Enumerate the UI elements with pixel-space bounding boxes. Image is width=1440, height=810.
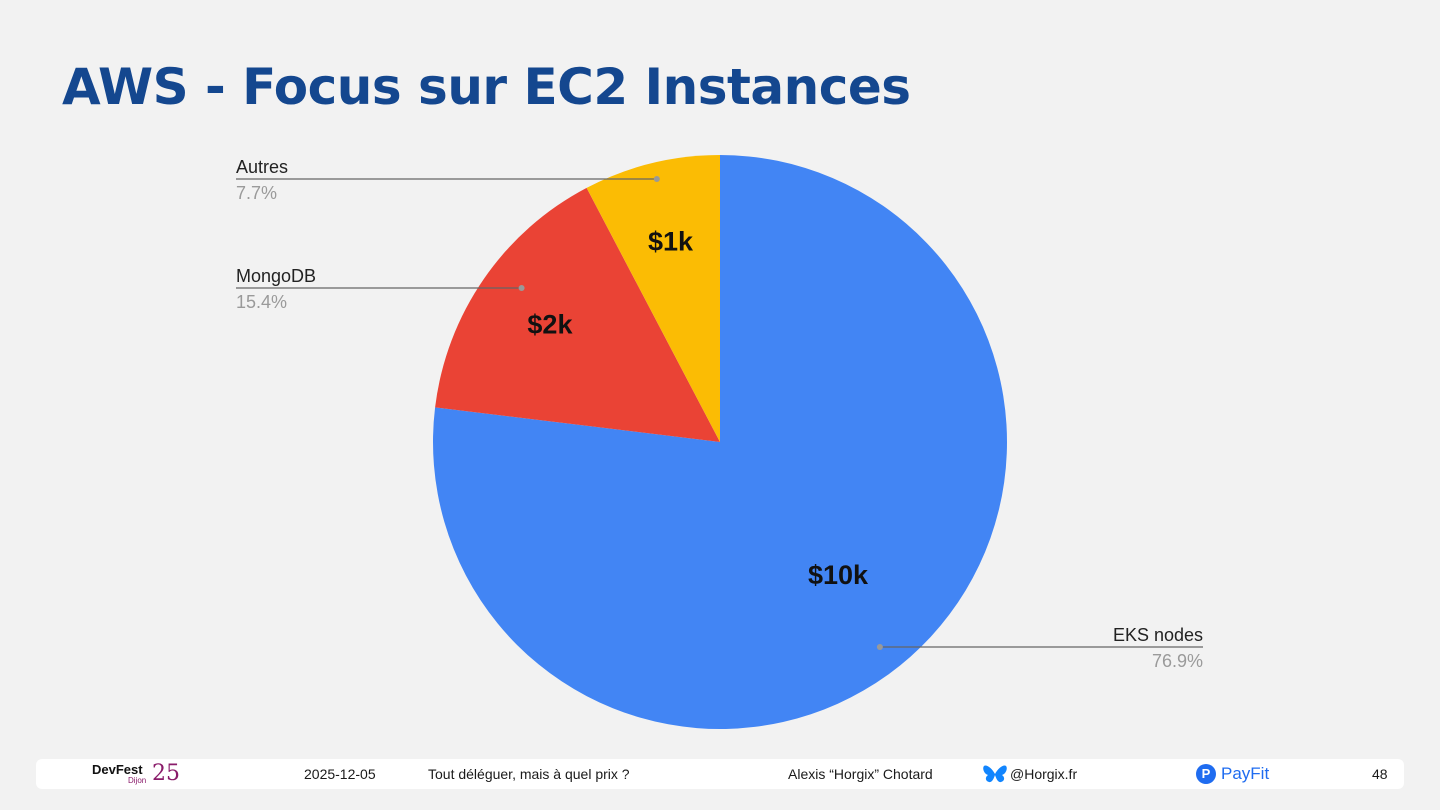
- slice-percent-mongodb: 15.4%: [236, 292, 287, 312]
- pie-slice-autres: [586, 155, 720, 442]
- butterfly-icon: [982, 759, 1008, 789]
- leader-dot-mongodb: [518, 285, 525, 291]
- devfest-logo-name: DevFest: [92, 762, 143, 777]
- page-number: 48: [1372, 766, 1388, 782]
- devfest-logo-year: 25: [152, 761, 180, 786]
- slice-name-autres: Autres: [236, 157, 288, 177]
- slice-percent-autres: 7.7%: [236, 183, 277, 203]
- data-label-autres: $1k: [648, 226, 694, 256]
- leader-dot-eks-nodes: [876, 644, 883, 650]
- devfest-logo: DevFest Dijon 25: [92, 759, 182, 789]
- payfit-logo-text: PayFit: [1221, 764, 1270, 783]
- slide-title: AWS - Focus sur EC2 Instances: [62, 58, 911, 116]
- slice-name-eks-nodes: EKS nodes: [1113, 625, 1203, 645]
- pie-slice-eks-nodes: [433, 155, 1007, 730]
- footer-author: Alexis “Horgix” Chotard: [788, 766, 933, 782]
- slide-footer: DevFest Dijon 25 2025-12-05 Tout délégue…: [36, 759, 1404, 789]
- footer-bluesky-handle[interactable]: @Horgix.fr: [1010, 766, 1078, 782]
- data-label-mongodb: $2k: [527, 310, 573, 340]
- devfest-logo-city: Dijon: [128, 776, 147, 785]
- pie-slice-mongodb: [435, 187, 720, 442]
- slice-percent-eks-nodes: 76.9%: [1152, 651, 1203, 671]
- leader-dot-autres: [653, 176, 660, 182]
- payfit-logo: P PayFit: [1196, 759, 1286, 789]
- pie-chart: $10k EKS nodes 76.9% $2k MongoDB 15.4% $1k Autr…: [236, 155, 1203, 730]
- slice-name-mongodb: MongoDB: [236, 266, 316, 286]
- payfit-logo-mark: P: [1196, 764, 1216, 784]
- data-label-eks-nodes: $10k: [808, 560, 869, 590]
- footer-talk-title: Tout déléguer, mais à quel prix ?: [428, 766, 630, 782]
- footer-date: 2025-12-05: [304, 766, 376, 782]
